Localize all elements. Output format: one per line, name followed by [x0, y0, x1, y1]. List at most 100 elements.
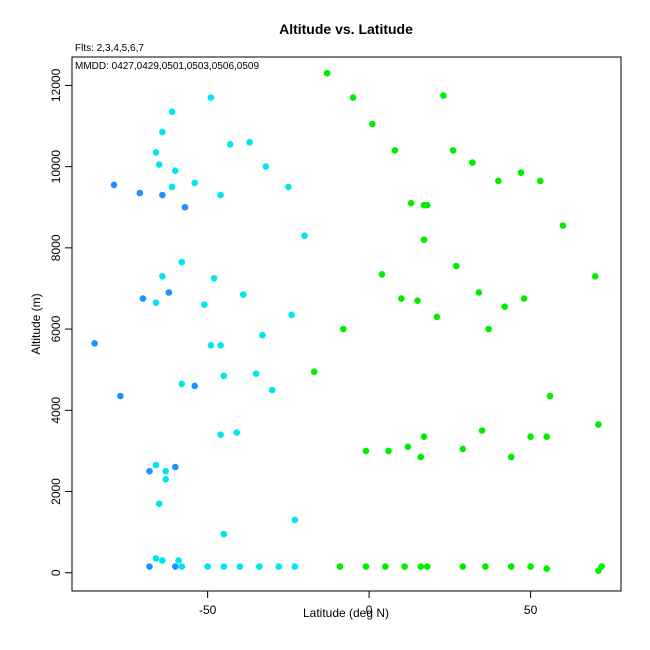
- data-point: [288, 311, 295, 319]
- data-point: [168, 108, 176, 116]
- data-point: [469, 159, 476, 166]
- data-point: [220, 530, 228, 538]
- data-point: [172, 167, 179, 174]
- data-point: [259, 331, 266, 339]
- data-point: [453, 262, 460, 270]
- data-point: [546, 392, 554, 400]
- data-point: [178, 380, 186, 388]
- y-axis-label: Altitude (m): [29, 293, 43, 354]
- data-point: [207, 342, 215, 349]
- data-point: [236, 563, 244, 570]
- data-point: [146, 467, 153, 475]
- data-point: [159, 557, 166, 564]
- y-tick-label: 0: [49, 569, 63, 576]
- data-point: [210, 275, 218, 282]
- x-tick-label: 0: [366, 603, 373, 617]
- data-points: [91, 69, 605, 574]
- data-point: [246, 139, 253, 146]
- data-point: [404, 443, 412, 451]
- data-point: [482, 563, 489, 570]
- data-point: [591, 273, 599, 280]
- data-point: [420, 236, 428, 243]
- x-axis-label: Latitude (deg N): [303, 606, 389, 620]
- data-point: [310, 368, 318, 376]
- y-tick-label: 6000: [49, 315, 63, 342]
- data-point: [159, 273, 166, 280]
- data-point: [217, 191, 224, 199]
- data-point: [152, 299, 160, 307]
- data-point: [136, 189, 144, 197]
- data-point: [362, 563, 370, 570]
- data-point: [595, 421, 602, 428]
- flights-note: Flts: 2,3,4,5,6,7: [75, 43, 144, 54]
- data-point: [201, 301, 208, 309]
- data-point: [117, 392, 124, 400]
- data-point: [336, 563, 344, 570]
- data-point: [220, 563, 228, 570]
- y-tick-label: 2000: [49, 478, 63, 505]
- data-point: [507, 453, 515, 461]
- data-point: [362, 447, 370, 455]
- data-point: [165, 289, 173, 296]
- data-point: [340, 325, 347, 333]
- chart-title: Altitude vs. Latitude: [279, 21, 413, 37]
- data-point: [275, 563, 283, 570]
- data-point: [226, 141, 234, 148]
- data-point: [152, 555, 160, 562]
- data-point: [398, 295, 405, 302]
- dates-note: MMDD: 0427,0429,0501,0503,0506,0509: [75, 61, 259, 72]
- data-point: [152, 461, 160, 469]
- data-point: [220, 372, 228, 380]
- data-point: [239, 291, 247, 298]
- data-point: [159, 128, 166, 136]
- data-point: [268, 386, 276, 394]
- data-point: [155, 500, 163, 508]
- data-point: [291, 516, 299, 524]
- data-point: [520, 295, 528, 302]
- data-point: [285, 183, 292, 191]
- data-point: [433, 313, 441, 321]
- x-axis: -50 0 50: [199, 590, 538, 617]
- data-point: [517, 169, 525, 176]
- data-point: [495, 177, 502, 185]
- y-tick-label: 4000: [49, 397, 63, 424]
- data-point: [172, 563, 179, 570]
- plot-frame: [71, 56, 622, 592]
- data-point: [191, 382, 198, 390]
- data-point: [233, 429, 240, 436]
- data-point: [417, 453, 425, 461]
- data-point: [401, 563, 408, 570]
- data-point: [217, 342, 224, 349]
- data-point: [378, 271, 386, 278]
- x-tick-label: -50: [199, 603, 217, 617]
- data-point: [527, 563, 534, 570]
- data-point: [543, 565, 550, 572]
- data-point: [369, 120, 376, 128]
- data-point: [301, 232, 308, 239]
- data-point: [181, 204, 189, 211]
- y-axis: 0 2000 4000 6000 8000 10000 12000: [49, 68, 73, 576]
- data-point: [349, 94, 357, 101]
- data-point: [172, 463, 179, 471]
- data-point: [146, 563, 153, 570]
- data-point: [417, 563, 425, 570]
- data-point: [162, 476, 169, 483]
- data-point: [204, 563, 211, 570]
- data-point: [537, 177, 544, 185]
- data-point: [598, 563, 605, 570]
- y-tick-label: 8000: [49, 234, 63, 261]
- data-point: [459, 445, 467, 453]
- data-point: [252, 370, 260, 378]
- data-point: [543, 433, 550, 441]
- data-point: [385, 447, 392, 455]
- data-point: [382, 563, 389, 570]
- x-tick-label: 50: [524, 603, 538, 617]
- data-point: [414, 297, 421, 305]
- data-point: [110, 181, 118, 189]
- data-point: [527, 433, 534, 441]
- data-point: [175, 557, 182, 564]
- data-point: [420, 433, 428, 441]
- data-point: [178, 563, 186, 570]
- data-point: [507, 563, 515, 570]
